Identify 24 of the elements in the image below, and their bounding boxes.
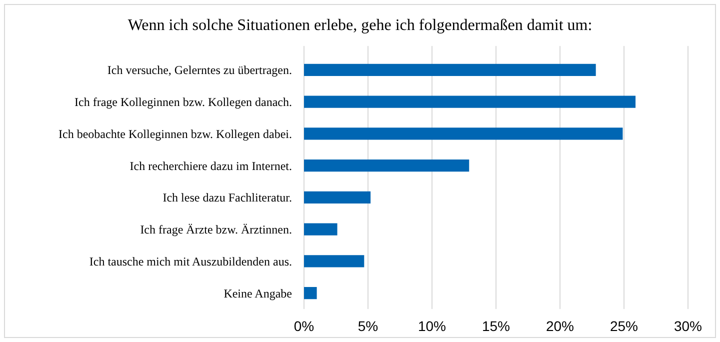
x-tick-label: 0% [294, 318, 314, 334]
x-tick-label: 10% [418, 318, 446, 334]
x-tick-label: 30% [674, 318, 702, 334]
bar [304, 287, 317, 300]
bar [304, 223, 338, 236]
x-tick-label: 5% [358, 318, 378, 334]
x-tick-label: 20% [546, 318, 574, 334]
bar [304, 255, 364, 268]
y-tick-label: Ich lese dazu Fachliteratur. [162, 190, 292, 205]
y-tick-label: Ich versuche, Gelerntes zu übertragen. [107, 63, 292, 78]
x-tick-label: 25% [610, 318, 638, 334]
y-tick-label: Ich frage Kolleginnen bzw. Kollegen danach. [74, 95, 292, 110]
y-tick-label: Ich recherchiere dazu im Internet. [130, 158, 292, 173]
y-tick-label: Keine Angabe [224, 286, 292, 300]
bar [304, 96, 636, 108]
bar [304, 64, 596, 76]
bar [304, 191, 371, 204]
bar [304, 128, 623, 140]
chart-title: Wenn ich solche Situationen erlebe, gehe ich folgendermaßen damit um: [128, 17, 592, 34]
y-tick-label: Ich tausche mich mit Auszubildenden aus. [89, 254, 292, 268]
y-tick-label: Ich beobachte Kolleginnen bzw. Kollegen dabei. [58, 126, 292, 141]
bar [304, 160, 470, 172]
y-tick-label: Ich frage Ärzte bzw. Ärztinnen. [140, 222, 292, 237]
x-tick-label: 15% [482, 318, 510, 334]
